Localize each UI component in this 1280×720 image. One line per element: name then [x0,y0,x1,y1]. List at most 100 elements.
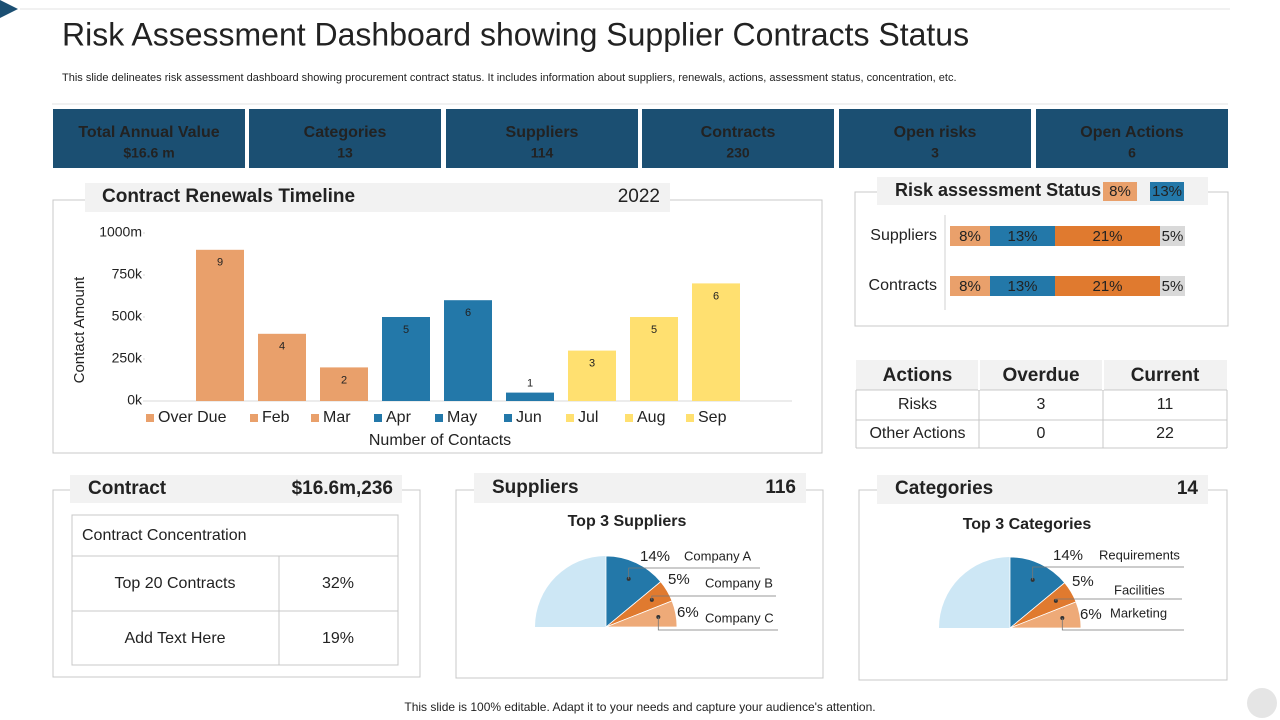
bar-segment [990,226,1055,246]
legend-swatch [374,414,382,422]
kpi-box [53,109,245,168]
kpi-value: 6 [1128,145,1136,161]
panel [854,191,1229,327]
leader-line [1061,618,1184,631]
bar-segment [1160,226,1185,246]
table-cell: 3 [1037,396,1046,413]
count-label: 5 [651,324,657,336]
kpi-value: 3 [931,145,939,161]
panel-value: 14 [1177,478,1199,499]
legend-swatch [1150,182,1184,201]
bar-segment [990,276,1055,296]
pie-category-label: Requirements [1099,547,1180,562]
pie-category-label: Company C [705,610,774,625]
pie-value-label: 5% [1072,573,1094,590]
legend-label: 13% [1152,183,1182,200]
legend-swatch [435,414,443,422]
bar [196,249,244,401]
kpi-value: 13 [337,145,353,161]
segment-label: 21% [1092,278,1122,295]
count-label: 1 [527,378,533,390]
kpi-box [642,109,834,168]
pie-value-label: 14% [1053,547,1083,564]
kpi-label: Contracts [701,124,776,141]
bar [382,317,430,401]
y-tick-label: 1000m [99,224,142,240]
chart-year: 2022 [618,186,660,207]
leader-line [1032,566,1184,580]
legend-label: 8% [1109,183,1131,200]
category-label: Contracts [869,277,937,294]
chart-title: Risk assessment Status [895,180,1101,200]
bar [568,350,616,401]
y-tick-label: 250k [112,350,143,366]
panel-header [85,183,670,212]
segment-label: 8% [959,228,981,245]
pie-remainder [939,557,1010,628]
table-header: Current [1131,365,1200,386]
bar [444,300,492,401]
bar-segment [1055,276,1160,296]
legend-label: Mar [323,409,351,426]
pie-slice [605,600,678,628]
kpi-box [1036,109,1228,168]
segment-label: 5% [1162,228,1184,245]
count-label: 2 [341,374,347,386]
table-cell: 11 [1157,396,1174,413]
legend-swatch [311,414,319,422]
count-label: 6 [465,307,471,319]
pie-slice [1009,601,1082,629]
legend-swatch [250,414,258,422]
segment-label: 13% [1007,228,1037,245]
pie-value-label: 5% [668,571,690,588]
bar-segment [950,276,990,296]
table-header-bg [856,360,1227,390]
kpi-value: 230 [726,145,750,161]
bar-segment [1055,226,1160,246]
table-header: Actions [883,365,953,386]
kpi-box [839,109,1031,168]
footer: This slide is 100% editable. Adapt it to… [404,700,875,714]
kpi-box [249,109,441,168]
legend-label: Sep [698,409,727,426]
nav-dot[interactable] [1247,688,1277,718]
legend-label: Apr [386,409,412,426]
pie-value-label: 6% [677,604,699,621]
leader-line [657,617,778,631]
table-cell: Top 20 Contracts [115,575,236,592]
y-axis-label: Contact Amount [71,276,88,384]
bar [320,367,368,401]
y-tick-label: 750k [112,266,143,282]
kpi-value: $16.6 m [123,145,174,161]
bar [258,333,306,401]
panel-header [474,473,806,503]
count-label: 5 [403,324,409,336]
panel-title: Categories [895,478,993,499]
legend-swatch [625,414,633,422]
count-label: 9 [217,257,223,269]
y-tick-label: 0k [127,392,143,408]
table-cell: Risks [898,396,937,413]
table-cell: 0 [1037,425,1046,442]
legend-label: Over Due [158,409,227,426]
segment-label: 13% [1007,278,1037,295]
kpi-label: Suppliers [506,124,579,141]
legend-swatch [686,414,694,422]
corner-mark [0,0,18,18]
y-tick-label: 500k [112,308,143,324]
table-cell: 22 [1156,425,1174,442]
pie-slice [605,555,662,628]
leader-line [1055,598,1182,601]
pie-category-label: Company A [684,548,752,563]
count-label: 4 [279,341,285,353]
bar [506,392,554,401]
chart-title: Top 3 Suppliers [568,513,687,530]
kpi-value: 114 [531,145,554,161]
bar-segment [950,226,990,246]
page-title: Risk Assessment Dashboard showing Suppli… [62,16,969,52]
chart-title: Contract Renewals Timeline [102,186,355,207]
panel-header [877,475,1208,504]
panel-value: 116 [765,477,796,498]
panel-header [70,475,402,503]
legend-label: May [447,409,477,426]
